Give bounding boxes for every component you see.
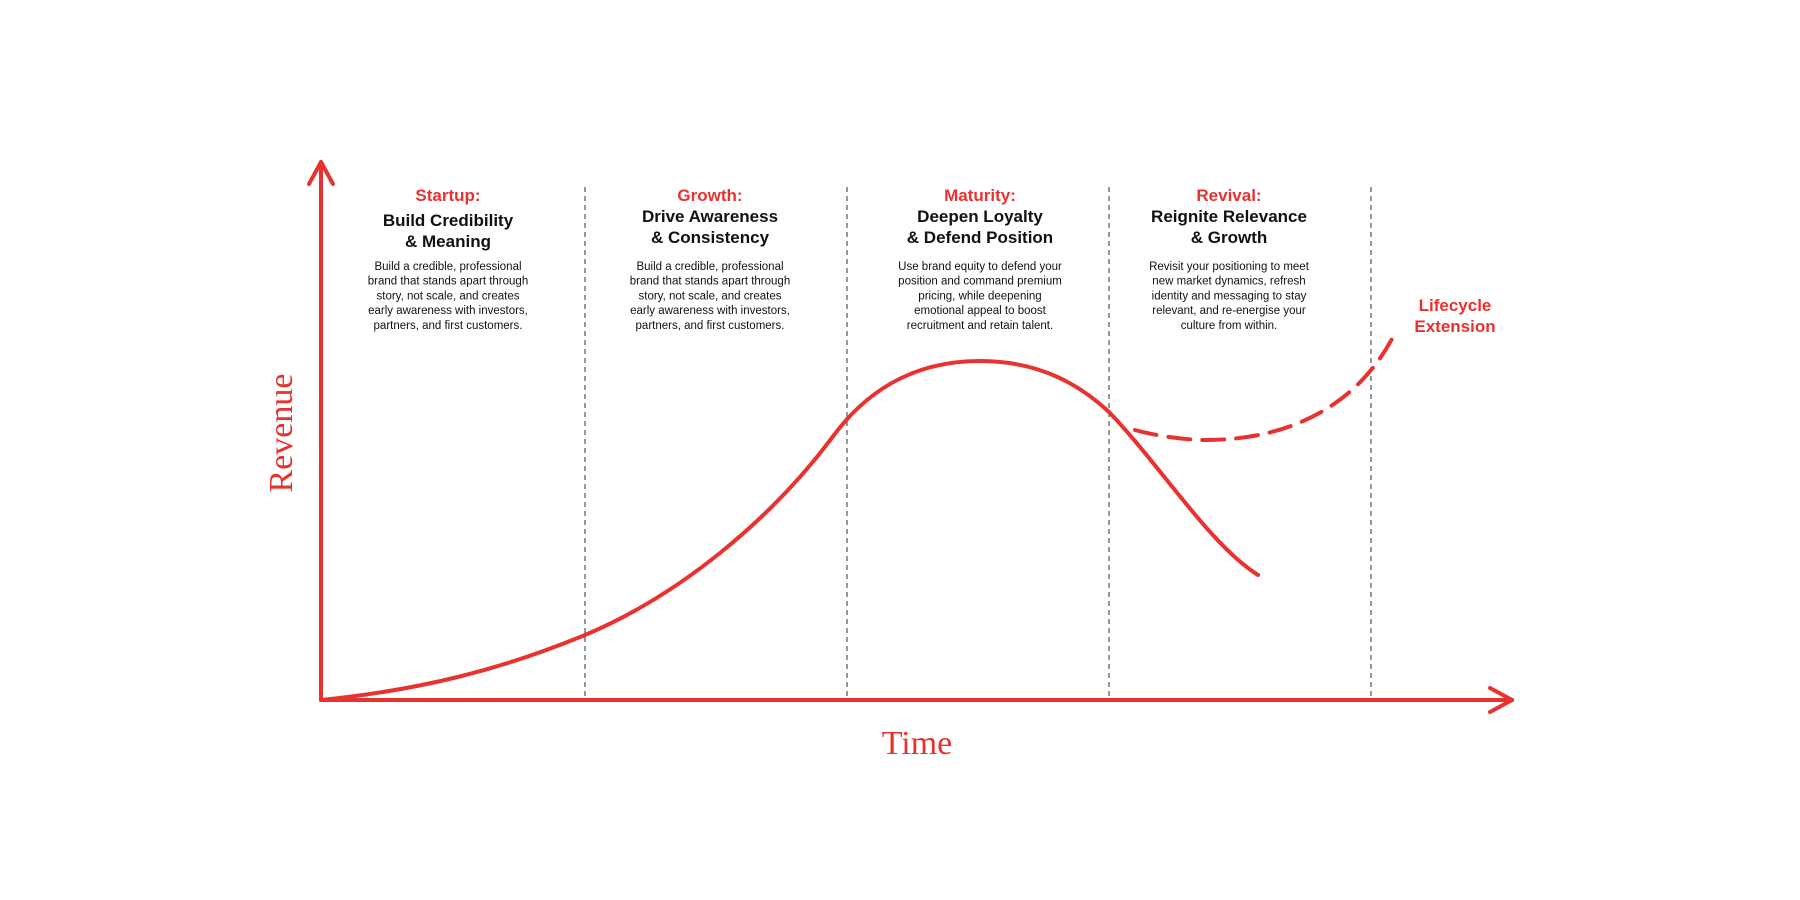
stage-label: Maturity: [944,186,1016,205]
lifecycle-curve [319,359,1260,702]
stage-title: Deepen Loyalty [917,207,1043,226]
extension-text: Extension [1414,317,1495,336]
stage-description: brand that stands apart through [630,276,790,288]
y-axis-label: Revenue [263,374,300,493]
stage-description: pricing, while deepening [918,290,1041,302]
stage-description: Use brand equity to defend your [898,261,1062,273]
stage-description: early awareness with investors, [630,305,790,317]
stage-description: position and command premium [898,276,1062,288]
x-axis-label: Time [882,725,953,762]
stage-description: relevant, and re-energise your [1152,305,1306,317]
stage-description: brand that stands apart through [368,276,528,288]
stage-description: partners, and first customers. [374,320,523,332]
stage-description: partners, and first customers. [636,320,785,332]
stage-title: & Consistency [651,228,770,247]
extension-text: Lifecycle [1419,296,1492,315]
stage-description: emotional appeal to boost [914,305,1047,317]
stage-title: Drive Awareness [642,207,778,226]
stage-description: Build a credible, professional [636,261,783,273]
stage-label: Startup: [415,186,480,205]
x-arrow [1488,686,1514,714]
extension-curve [1133,329,1398,442]
stage-label: Revival: [1196,186,1261,205]
stage-description: Build a credible, professional [374,261,521,273]
stage-title: Reignite Relevance [1151,207,1307,226]
stage-description: early awareness with investors, [368,305,528,317]
stage-title: Build Credibility [383,211,514,230]
y-arrow [307,160,335,186]
axes [307,160,1514,714]
stage-description: Revisit your positioning to meet [1149,261,1310,273]
stage-description: story, not scale, and creates [377,290,520,302]
stage-label: Growth: [677,186,742,205]
stage-description: culture from within. [1181,320,1278,332]
stage-title: & Meaning [405,232,491,251]
stage-title: & Defend Position [907,228,1053,247]
stage-description: new market dynamics, refresh [1152,276,1305,288]
stage-dividers [584,187,1372,698]
stage-title: & Growth [1191,228,1268,247]
extension-label: Lifecycle Extension [1414,296,1495,336]
stages: Startup: Build Credibility & Meaning Build … [368,186,1310,332]
stage-description: identity and messaging to stay [1152,290,1307,302]
stage-description: story, not scale, and creates [639,290,782,302]
stage-description: recruitment and retain talent. [907,320,1053,332]
